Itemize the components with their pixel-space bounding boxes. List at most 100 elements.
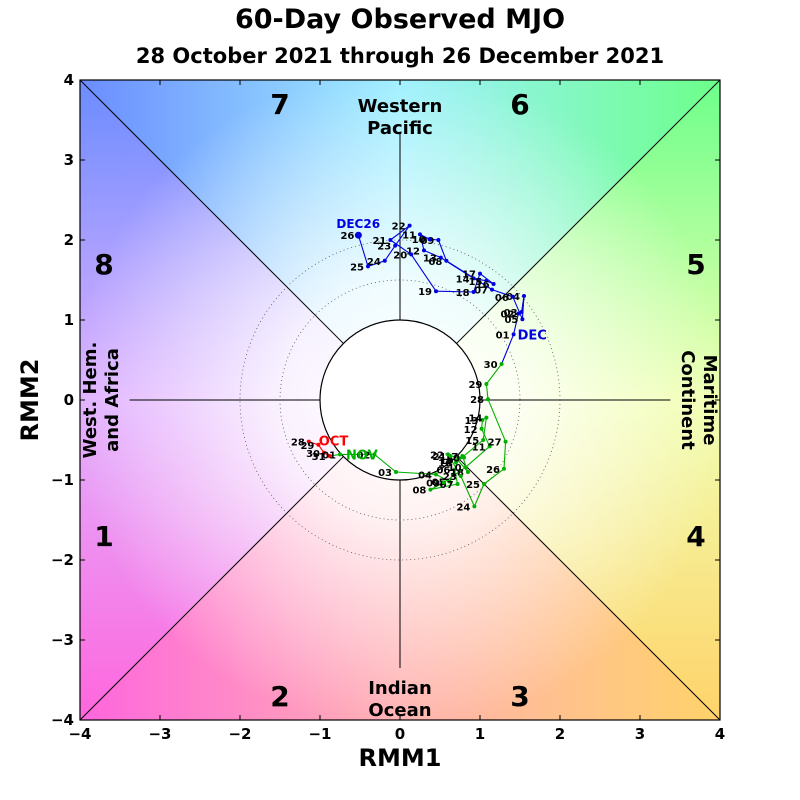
data-point — [393, 243, 398, 248]
unit-circle — [319, 319, 481, 481]
point-day-label: 04 — [418, 470, 432, 481]
point-day-label: 18 — [456, 288, 470, 299]
data-point — [458, 474, 463, 478]
point-day-label: 10 — [412, 235, 426, 246]
data-point — [434, 472, 438, 477]
data-point — [444, 258, 449, 263]
x-tick-label: 2 — [555, 725, 565, 743]
point-day-label: 12 — [406, 246, 420, 257]
point-day-label: 14 — [456, 274, 470, 285]
data-point — [327, 454, 332, 458]
data-point — [478, 271, 482, 276]
trajectory-segment — [503, 441, 507, 469]
data-point — [372, 452, 377, 457]
point-day-label: 29 — [300, 441, 314, 452]
data-point — [427, 237, 432, 242]
point-day-label: 17 — [462, 270, 476, 281]
dotted-circle — [279, 279, 521, 521]
data-point — [522, 294, 526, 298]
data-point — [409, 252, 414, 257]
phase-number: 5 — [686, 248, 705, 281]
region-label-right: Continent — [677, 350, 698, 450]
trajectory-segment — [390, 225, 410, 241]
trajectory-segment — [443, 466, 466, 483]
region-label-bottom: Indian — [368, 678, 432, 699]
point-day-label: 19 — [418, 287, 432, 298]
data-point — [388, 238, 393, 242]
trajectory-segment — [473, 277, 487, 282]
trajectory-segment — [410, 254, 437, 292]
data-point — [472, 504, 477, 509]
data-point — [484, 415, 489, 420]
point-day-label: 02 — [356, 450, 370, 461]
data-point — [422, 248, 426, 253]
point-day-label: 22 — [430, 450, 444, 461]
data-point — [447, 479, 452, 484]
trajectory-segment — [460, 475, 475, 507]
point-day-label: 11 — [472, 442, 486, 453]
phase-number: 7 — [270, 88, 289, 121]
region-label-left: West. Hem. — [80, 342, 101, 459]
trajectory-segment — [435, 290, 474, 293]
point-day-label: 01 — [322, 450, 336, 461]
point-day-label: 11 — [402, 230, 416, 241]
trajectory-segment — [491, 289, 513, 298]
month-label: NOV — [346, 448, 378, 463]
trajectory-segment — [485, 363, 503, 385]
month-label: DEC — [518, 328, 547, 343]
trajectory-segment — [423, 249, 442, 259]
x-tick-label: 3 — [635, 725, 645, 743]
point-day-label: 28 — [470, 395, 484, 406]
diagonal-line — [456, 79, 721, 344]
y-tick-label: −1 — [51, 471, 74, 489]
y-tick-label: −4 — [51, 711, 74, 729]
data-point — [499, 362, 504, 366]
data-point — [519, 310, 524, 314]
point-day-label: 05 — [432, 478, 446, 489]
trajectory-segment — [394, 225, 411, 246]
data-point — [482, 482, 486, 486]
point-day-label: 13 — [423, 254, 437, 265]
trajectory-segment — [481, 428, 491, 447]
y-tick-label: 2 — [64, 231, 74, 249]
point-day-label: 21 — [432, 452, 446, 463]
data-point — [503, 439, 508, 444]
end-point-marker — [354, 231, 362, 239]
data-point — [407, 223, 412, 228]
data-point — [486, 397, 490, 402]
data-point — [484, 382, 489, 386]
data-point — [428, 487, 433, 492]
data-point — [438, 255, 443, 260]
phase-number: 2 — [270, 680, 289, 713]
data-point — [491, 282, 496, 286]
x-axis-label: RMM1 — [359, 744, 442, 772]
point-day-label: 20 — [393, 250, 407, 261]
data-point — [511, 332, 516, 337]
chart-title: 60-Day Observed MJO — [234, 4, 566, 35]
trajectory-segment — [487, 398, 507, 442]
point-day-label: 08 — [412, 486, 426, 497]
point-day-label: 13 — [464, 416, 478, 427]
point-day-label: 06 — [436, 466, 450, 477]
data-point — [510, 294, 515, 299]
point-day-label: 09 — [420, 236, 434, 247]
data-point — [418, 232, 422, 237]
point-day-label: 27 — [488, 438, 502, 449]
trajectory-segment — [473, 483, 485, 507]
y-tick-label: 0 — [64, 391, 74, 409]
point-day-label: 25 — [350, 262, 364, 273]
data-point — [322, 450, 326, 455]
trajectory-segment — [437, 239, 447, 261]
data-point — [442, 480, 446, 485]
trajectory-segment — [449, 469, 455, 482]
trajectory-segment — [483, 468, 505, 485]
trajectory-segment — [447, 454, 462, 477]
point-day-label: 18 — [450, 468, 464, 479]
trajectory-segment — [512, 296, 523, 320]
chart-subtitle: 28 October 2021 through 26 December 2021 — [135, 44, 665, 68]
point-day-label: 23 — [443, 472, 457, 483]
x-tick-label: 4 — [715, 725, 725, 743]
